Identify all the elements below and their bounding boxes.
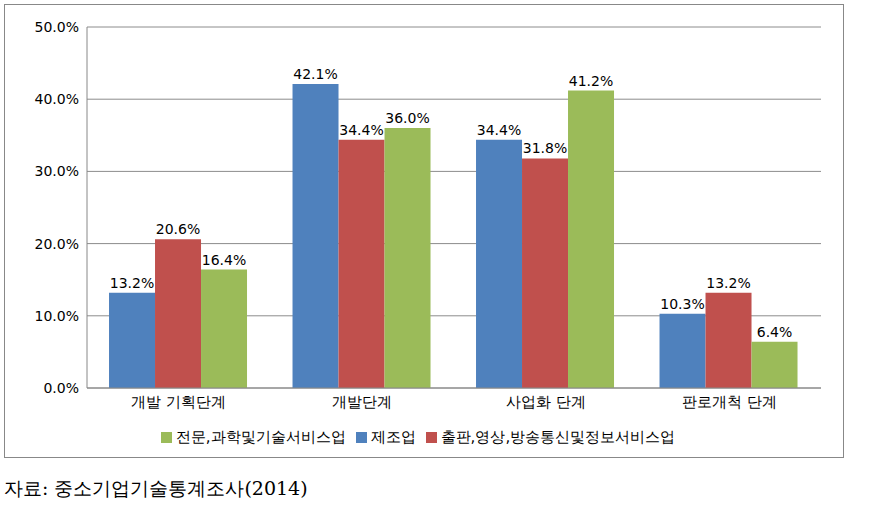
html-text:전문,과학및기술서비스업: 전문,과학및기술서비스업: [175, 428, 346, 446]
svg-text:30.0%: 30.0%: [35, 163, 79, 179]
svg-text:20.6%: 20.6%: [156, 221, 200, 237]
svg-text:판로개척 단계: 판로개척 단계: [682, 393, 777, 411]
svg-text:34.4%: 34.4%: [339, 122, 383, 138]
svg-text:40.0%: 40.0%: [35, 91, 79, 107]
svg-text:사업화 단계: 사업화 단계: [506, 393, 586, 411]
svg-text:50.0%: 50.0%: [35, 19, 79, 35]
svg-text:13.2%: 13.2%: [706, 275, 750, 291]
svg-text:42.1%: 42.1%: [293, 66, 337, 82]
html-text:자료: 중소기업기술통계조사(2014): 자료: 중소기업기술통계조사(2014): [4, 477, 308, 499]
html-text:제조업: 제조업: [370, 428, 416, 446]
svg-text:0.0%: 0.0%: [43, 380, 79, 396]
svg-text:16.4%: 16.4%: [202, 252, 246, 268]
svg-text:개발단계: 개발단계: [332, 393, 392, 411]
svg-text:개발 기획단계: 개발 기획단계: [131, 393, 226, 411]
svg-text:13.2%: 13.2%: [110, 275, 154, 291]
svg-text:36.0%: 36.0%: [385, 110, 429, 126]
svg-text:41.2%: 41.2%: [569, 73, 613, 89]
html-text:출판,영상,방송통신및정보서비스업: 출판,영상,방송통신및정보서비스업: [440, 428, 676, 446]
svg-text:31.8%: 31.8%: [523, 140, 567, 156]
svg-text:10.3%: 10.3%: [660, 296, 704, 312]
svg-text:34.4%: 34.4%: [477, 122, 521, 138]
svg-text:20.0%: 20.0%: [35, 236, 79, 252]
svg-text:6.4%: 6.4%: [757, 324, 793, 340]
svg-text:10.0%: 10.0%: [35, 308, 79, 324]
